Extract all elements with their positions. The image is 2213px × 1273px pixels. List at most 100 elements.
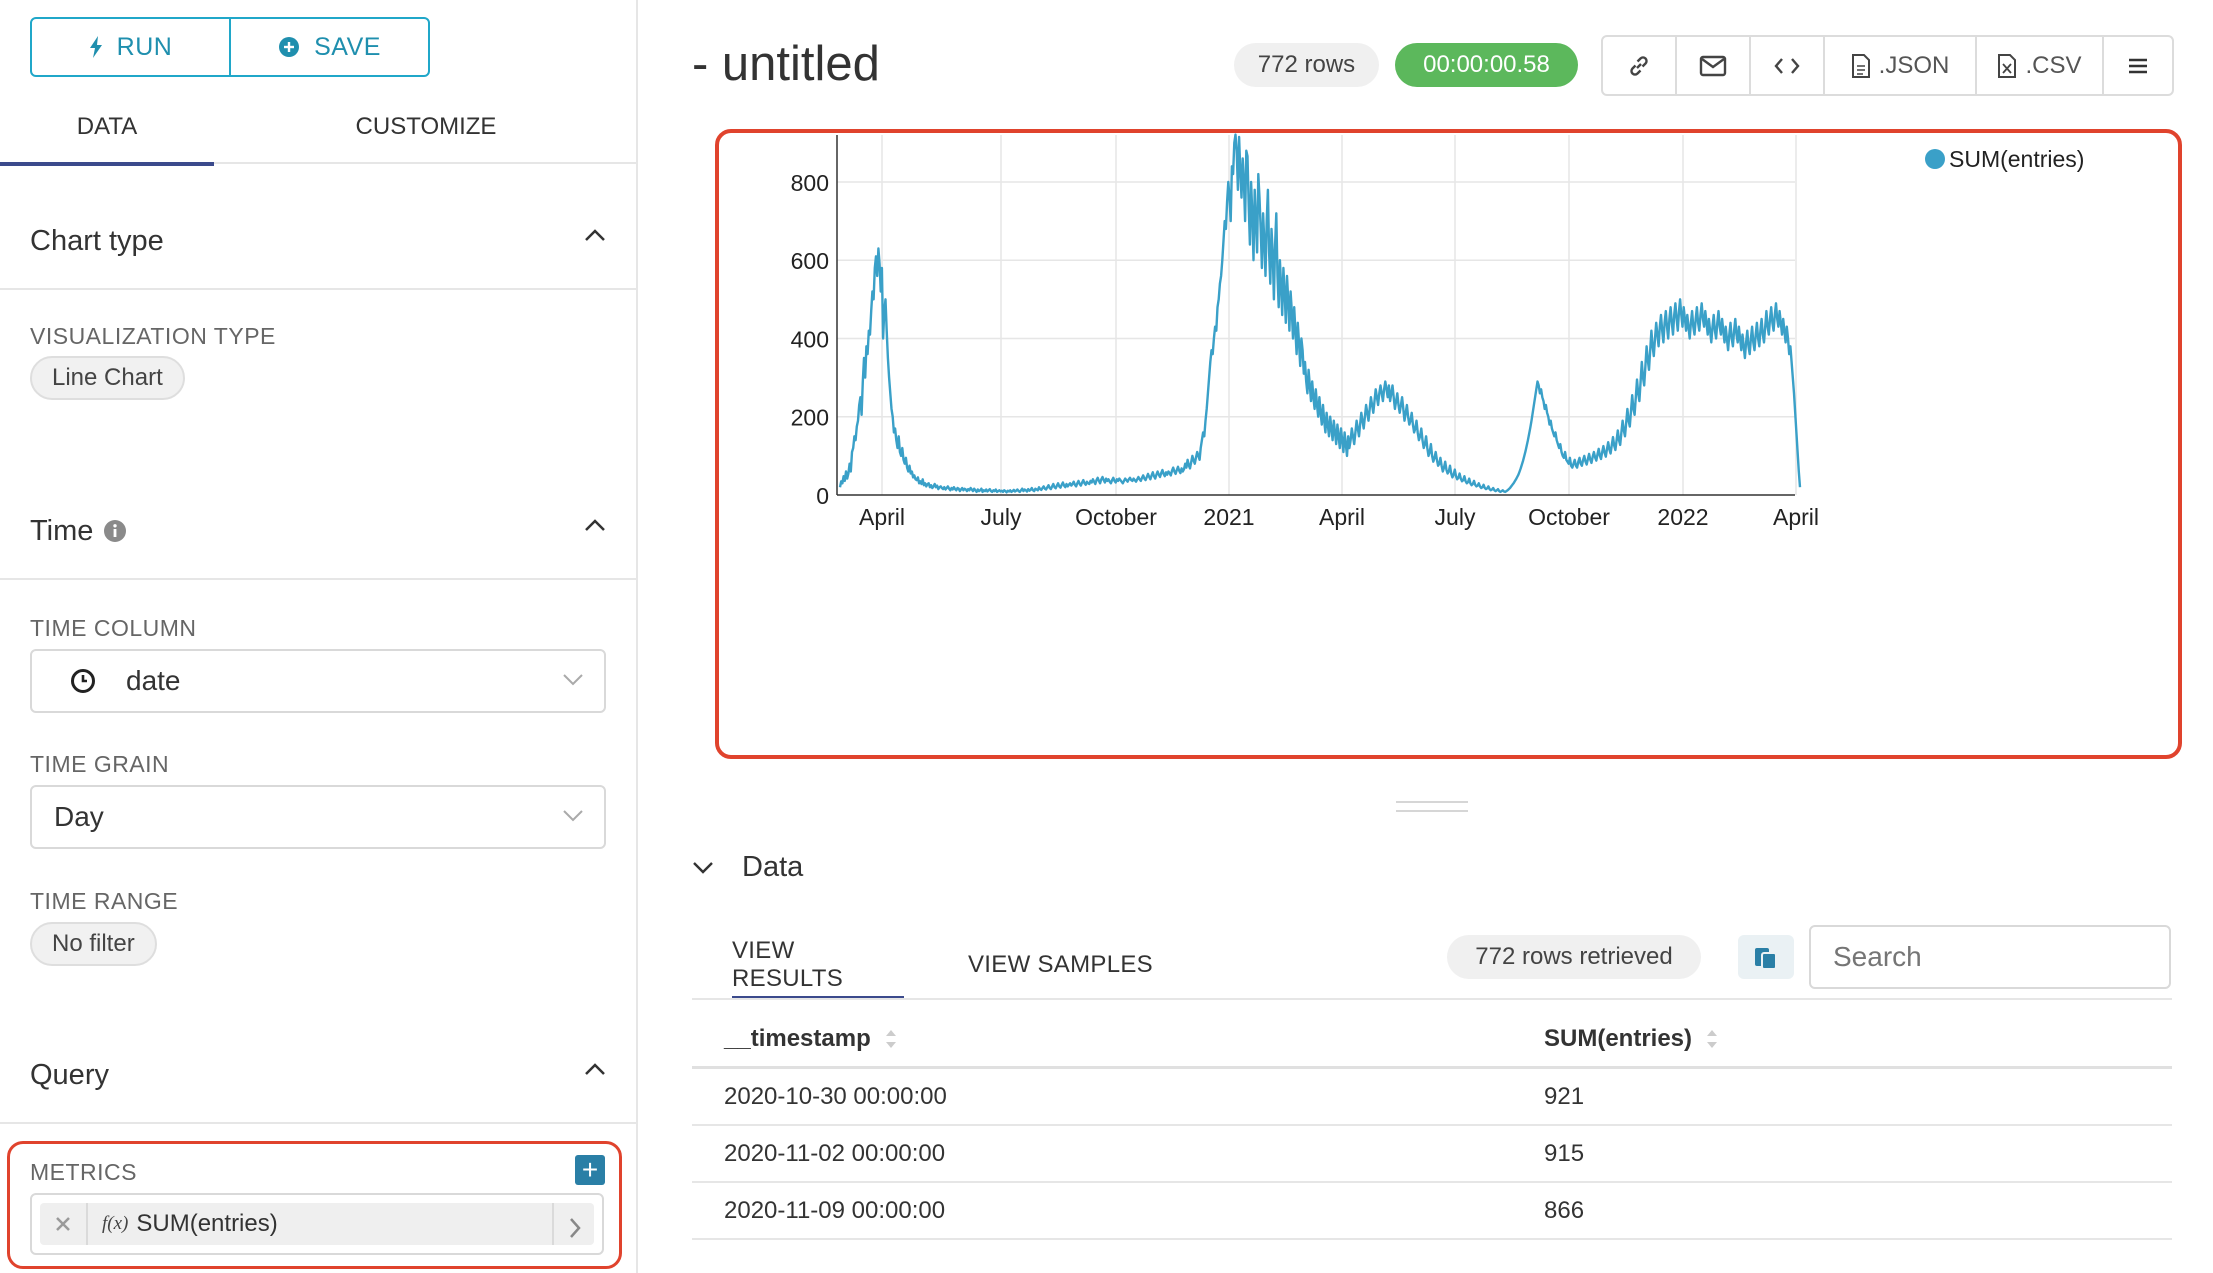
info-icon[interactable] — [103, 519, 127, 543]
divider — [552, 1203, 554, 1245]
hamburger-menu-icon — [2129, 58, 2147, 73]
rows-badge: 772 rows — [1234, 43, 1379, 87]
metric-value: SUM(entries) — [136, 1210, 278, 1237]
y-tick-label: 400 — [791, 326, 829, 352]
embed-code-button[interactable] — [1751, 37, 1825, 94]
y-tick-label: 200 — [791, 405, 829, 431]
time-grain-select[interactable]: Day — [30, 785, 606, 849]
json-label: .JSON — [1878, 51, 1950, 79]
export-csv-button[interactable]: .CSV — [1977, 37, 2104, 94]
resize-handle[interactable] — [1396, 810, 1468, 812]
results-table: __timestamp SUM(entries) 2020-10-30 00:0… — [692, 1012, 2172, 1240]
page-title[interactable]: - untitled — [692, 37, 880, 91]
run-label: RUN — [116, 32, 173, 61]
x-tick-label: April — [1319, 504, 1365, 530]
metric-chip[interactable]: f(x) SUM(entries) — [30, 1193, 604, 1255]
table-cell: 921 — [1544, 1082, 1585, 1110]
viz-type-pill[interactable]: Line Chart — [30, 356, 185, 400]
chart-highlight — [715, 129, 2182, 759]
tab-view-results[interactable]: VIEW RESULTS — [732, 930, 904, 1000]
file-icon — [1851, 53, 1870, 78]
table-cell: 2020-11-09 00:00:00 — [724, 1196, 946, 1224]
x-tick-label: October — [1075, 504, 1157, 530]
sort-icon[interactable] — [885, 1028, 897, 1050]
time-range-pill[interactable]: No filter — [30, 922, 157, 966]
plus-circle-icon — [279, 37, 300, 57]
remove-icon[interactable] — [54, 1215, 72, 1233]
chevron-up-icon — [585, 1063, 605, 1075]
x-tick-label: July — [1435, 504, 1476, 530]
time-column-label: TIME COLUMN — [30, 615, 197, 641]
series-line-sum-entries — [838, 133, 1802, 494]
mail-icon — [1699, 55, 1727, 76]
link-button[interactable] — [1603, 37, 1677, 94]
x-tick-label: 2022 — [1657, 504, 1708, 530]
time-grain-value: Day — [54, 801, 104, 832]
table-cell: 2020-10-30 00:00:00 — [724, 1082, 947, 1110]
save-label: SAVE — [314, 32, 381, 61]
timer-badge: 00:00:00.58 — [1395, 43, 1578, 87]
divider — [86, 1203, 88, 1245]
tab-customize[interactable]: CUSTOMIZE — [355, 113, 497, 140]
export-json-button[interactable]: .JSON — [1825, 37, 1977, 94]
control-panel: RUN SAVE DATA CUSTOMIZE Chart type VISUA… — [0, 0, 638, 1273]
column-header-sum-entries[interactable]: SUM(entries) — [1544, 1012, 1718, 1066]
time-column-select[interactable]: date — [30, 649, 606, 713]
metrics-highlight — [7, 1141, 622, 1269]
chevron-up-icon — [585, 229, 605, 241]
bolt-icon — [89, 36, 102, 58]
legend-label: SUM(entries) — [1949, 146, 2084, 172]
chevron-down-icon — [563, 674, 583, 686]
add-metric-button[interactable]: + — [575, 1155, 605, 1185]
y-tick-label: 800 — [791, 170, 829, 196]
sort-icon[interactable] — [1706, 1028, 1718, 1050]
x-tick-label: April — [859, 504, 905, 530]
time-section-header[interactable]: Time — [0, 484, 638, 580]
chevron-right-icon[interactable] — [568, 1217, 582, 1239]
line-chart: 0 200 400 600 800 April July October 2021 April Ju… — [791, 133, 2084, 530]
search-input[interactable] — [1809, 925, 2171, 989]
chevron-down-icon — [693, 862, 713, 874]
rows-retrieved-badge: 772 rows retrieved — [1447, 935, 1701, 979]
code-icon — [1774, 57, 1800, 74]
query-section-header[interactable]: Query — [0, 1028, 638, 1124]
legend-marker — [1925, 149, 1945, 169]
spreadsheet-file-icon — [1998, 53, 2017, 78]
resize-handle[interactable] — [1396, 801, 1468, 803]
time-column-value: date — [126, 665, 181, 696]
chart-type-title: Chart type — [30, 224, 164, 257]
query-title: Query — [30, 1058, 109, 1091]
chevron-down-icon — [563, 810, 583, 822]
email-button[interactable] — [1677, 37, 1751, 94]
y-tick-label: 600 — [791, 248, 829, 274]
tabs-divider — [692, 998, 2172, 1000]
table-header-row: __timestamp SUM(entries) — [692, 1012, 2172, 1069]
save-button[interactable]: SAVE — [229, 19, 428, 75]
x-tick-label: 2021 — [1203, 504, 1254, 530]
metrics-label: METRICS — [30, 1159, 137, 1185]
csv-label: .CSV — [2025, 51, 2082, 79]
tab-data[interactable]: DATA — [0, 90, 214, 166]
table-cell: 866 — [1544, 1196, 1585, 1224]
column-header-timestamp[interactable]: __timestamp — [724, 1012, 897, 1066]
tab-view-samples[interactable]: VIEW SAMPLES — [968, 951, 1153, 978]
data-title: Data — [742, 850, 804, 883]
y-tick-label: 0 — [816, 483, 829, 509]
copy-clipboard-icon — [1755, 948, 1777, 970]
data-section-header[interactable]: Data — [692, 842, 803, 892]
table-row[interactable]: 2020-10-30 00:00:00 921 — [692, 1069, 2172, 1126]
chart-type-section-header[interactable]: Chart type — [0, 194, 638, 290]
column-header-label: SUM(entries) — [1544, 1025, 1693, 1052]
table-row[interactable]: 2020-11-09 00:00:00 866 — [692, 1183, 2172, 1240]
column-header-label: __timestamp — [724, 1025, 871, 1052]
fx-label: f(x) — [102, 1213, 129, 1234]
table-cell: 915 — [1544, 1139, 1585, 1167]
table-cell: 2020-11-02 00:00:00 — [724, 1139, 946, 1167]
x-tick-label: July — [981, 504, 1022, 530]
run-button[interactable]: RUN — [32, 19, 229, 75]
menu-button[interactable] — [2104, 37, 2172, 94]
run-save-group: RUN SAVE — [30, 17, 430, 77]
copy-button[interactable] — [1738, 935, 1794, 979]
viz-type-label: VISUALIZATION TYPE — [30, 323, 276, 349]
table-row[interactable]: 2020-11-02 00:00:00 915 — [692, 1126, 2172, 1183]
